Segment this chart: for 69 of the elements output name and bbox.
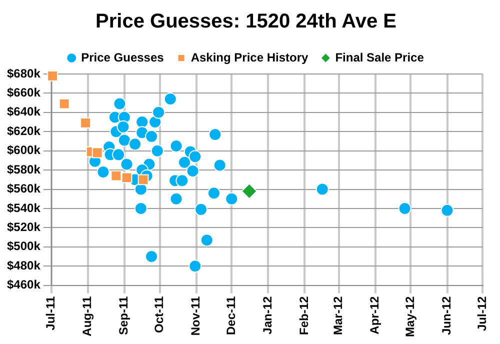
point xyxy=(225,192,238,206)
point xyxy=(134,202,148,215)
x-tick-label: Jan-12 xyxy=(260,296,274,334)
y-tick-label: $620k xyxy=(6,124,41,138)
point xyxy=(200,234,214,247)
y-tick-label: $660k xyxy=(6,86,41,100)
point xyxy=(188,150,202,164)
point xyxy=(208,128,222,142)
point xyxy=(178,156,192,169)
x-tick-label: Jul-11 xyxy=(44,296,58,330)
point xyxy=(440,204,454,217)
x-tick-label: Dec-11 xyxy=(224,296,238,336)
point xyxy=(110,170,122,182)
point xyxy=(96,165,110,178)
x-tick-label: Feb-12 xyxy=(297,296,311,335)
x-tick-label: Jul-12 xyxy=(474,296,489,331)
point xyxy=(58,98,70,110)
point xyxy=(188,260,202,273)
point xyxy=(138,174,149,186)
y-tick-label: $540k xyxy=(6,200,41,215)
point xyxy=(170,140,183,153)
x-tick-label: Aug-11 xyxy=(80,296,94,336)
point xyxy=(118,134,131,147)
point xyxy=(186,164,200,178)
x-tick-label: Mar-12 xyxy=(331,296,346,335)
point xyxy=(170,192,183,206)
point xyxy=(152,106,166,119)
x-tick-label: Apr-12 xyxy=(368,296,382,334)
point xyxy=(176,174,189,188)
point xyxy=(47,70,58,82)
y-tick-label: $520k xyxy=(6,220,41,234)
y-tick-label: $460k xyxy=(6,278,41,292)
point xyxy=(113,97,126,110)
point xyxy=(145,130,158,143)
x-tick-label: Oct-11 xyxy=(152,296,166,333)
point xyxy=(145,250,158,263)
point xyxy=(213,158,226,172)
y-tick-label: $480k xyxy=(6,258,41,272)
point xyxy=(92,147,103,158)
point xyxy=(112,148,126,162)
y-tick-label: $580k xyxy=(6,162,41,176)
point xyxy=(136,116,149,129)
y-tick-label: $640k xyxy=(6,104,41,119)
y-tick-label: $560k xyxy=(6,182,41,196)
point xyxy=(241,183,258,200)
point xyxy=(316,182,329,196)
point xyxy=(134,182,148,196)
point xyxy=(194,202,208,216)
point xyxy=(116,120,130,134)
x-tick-label: Jun-12 xyxy=(440,296,454,335)
point xyxy=(150,144,164,158)
x-tick-label: Sep-11 xyxy=(116,296,131,336)
point xyxy=(207,186,220,200)
legend-label: Final Sale Price xyxy=(335,50,424,64)
legend-label: Asking Price History xyxy=(190,50,309,64)
y-tick-label: $600k xyxy=(6,143,41,158)
chart-title: Price Guesses: 1520 24th Ave E xyxy=(96,10,396,33)
point xyxy=(80,118,91,128)
point xyxy=(121,172,132,184)
point xyxy=(128,138,142,151)
point xyxy=(164,92,177,106)
x-tick-label: May-12 xyxy=(403,296,418,337)
point xyxy=(148,116,162,129)
y-tick-label: $500k xyxy=(6,239,41,254)
y-tick-label: $680k xyxy=(6,66,41,80)
point xyxy=(398,202,412,215)
legend-label: Price Guesses xyxy=(81,50,164,64)
x-tick-label: Nov-11 xyxy=(188,296,203,336)
point xyxy=(120,158,134,171)
